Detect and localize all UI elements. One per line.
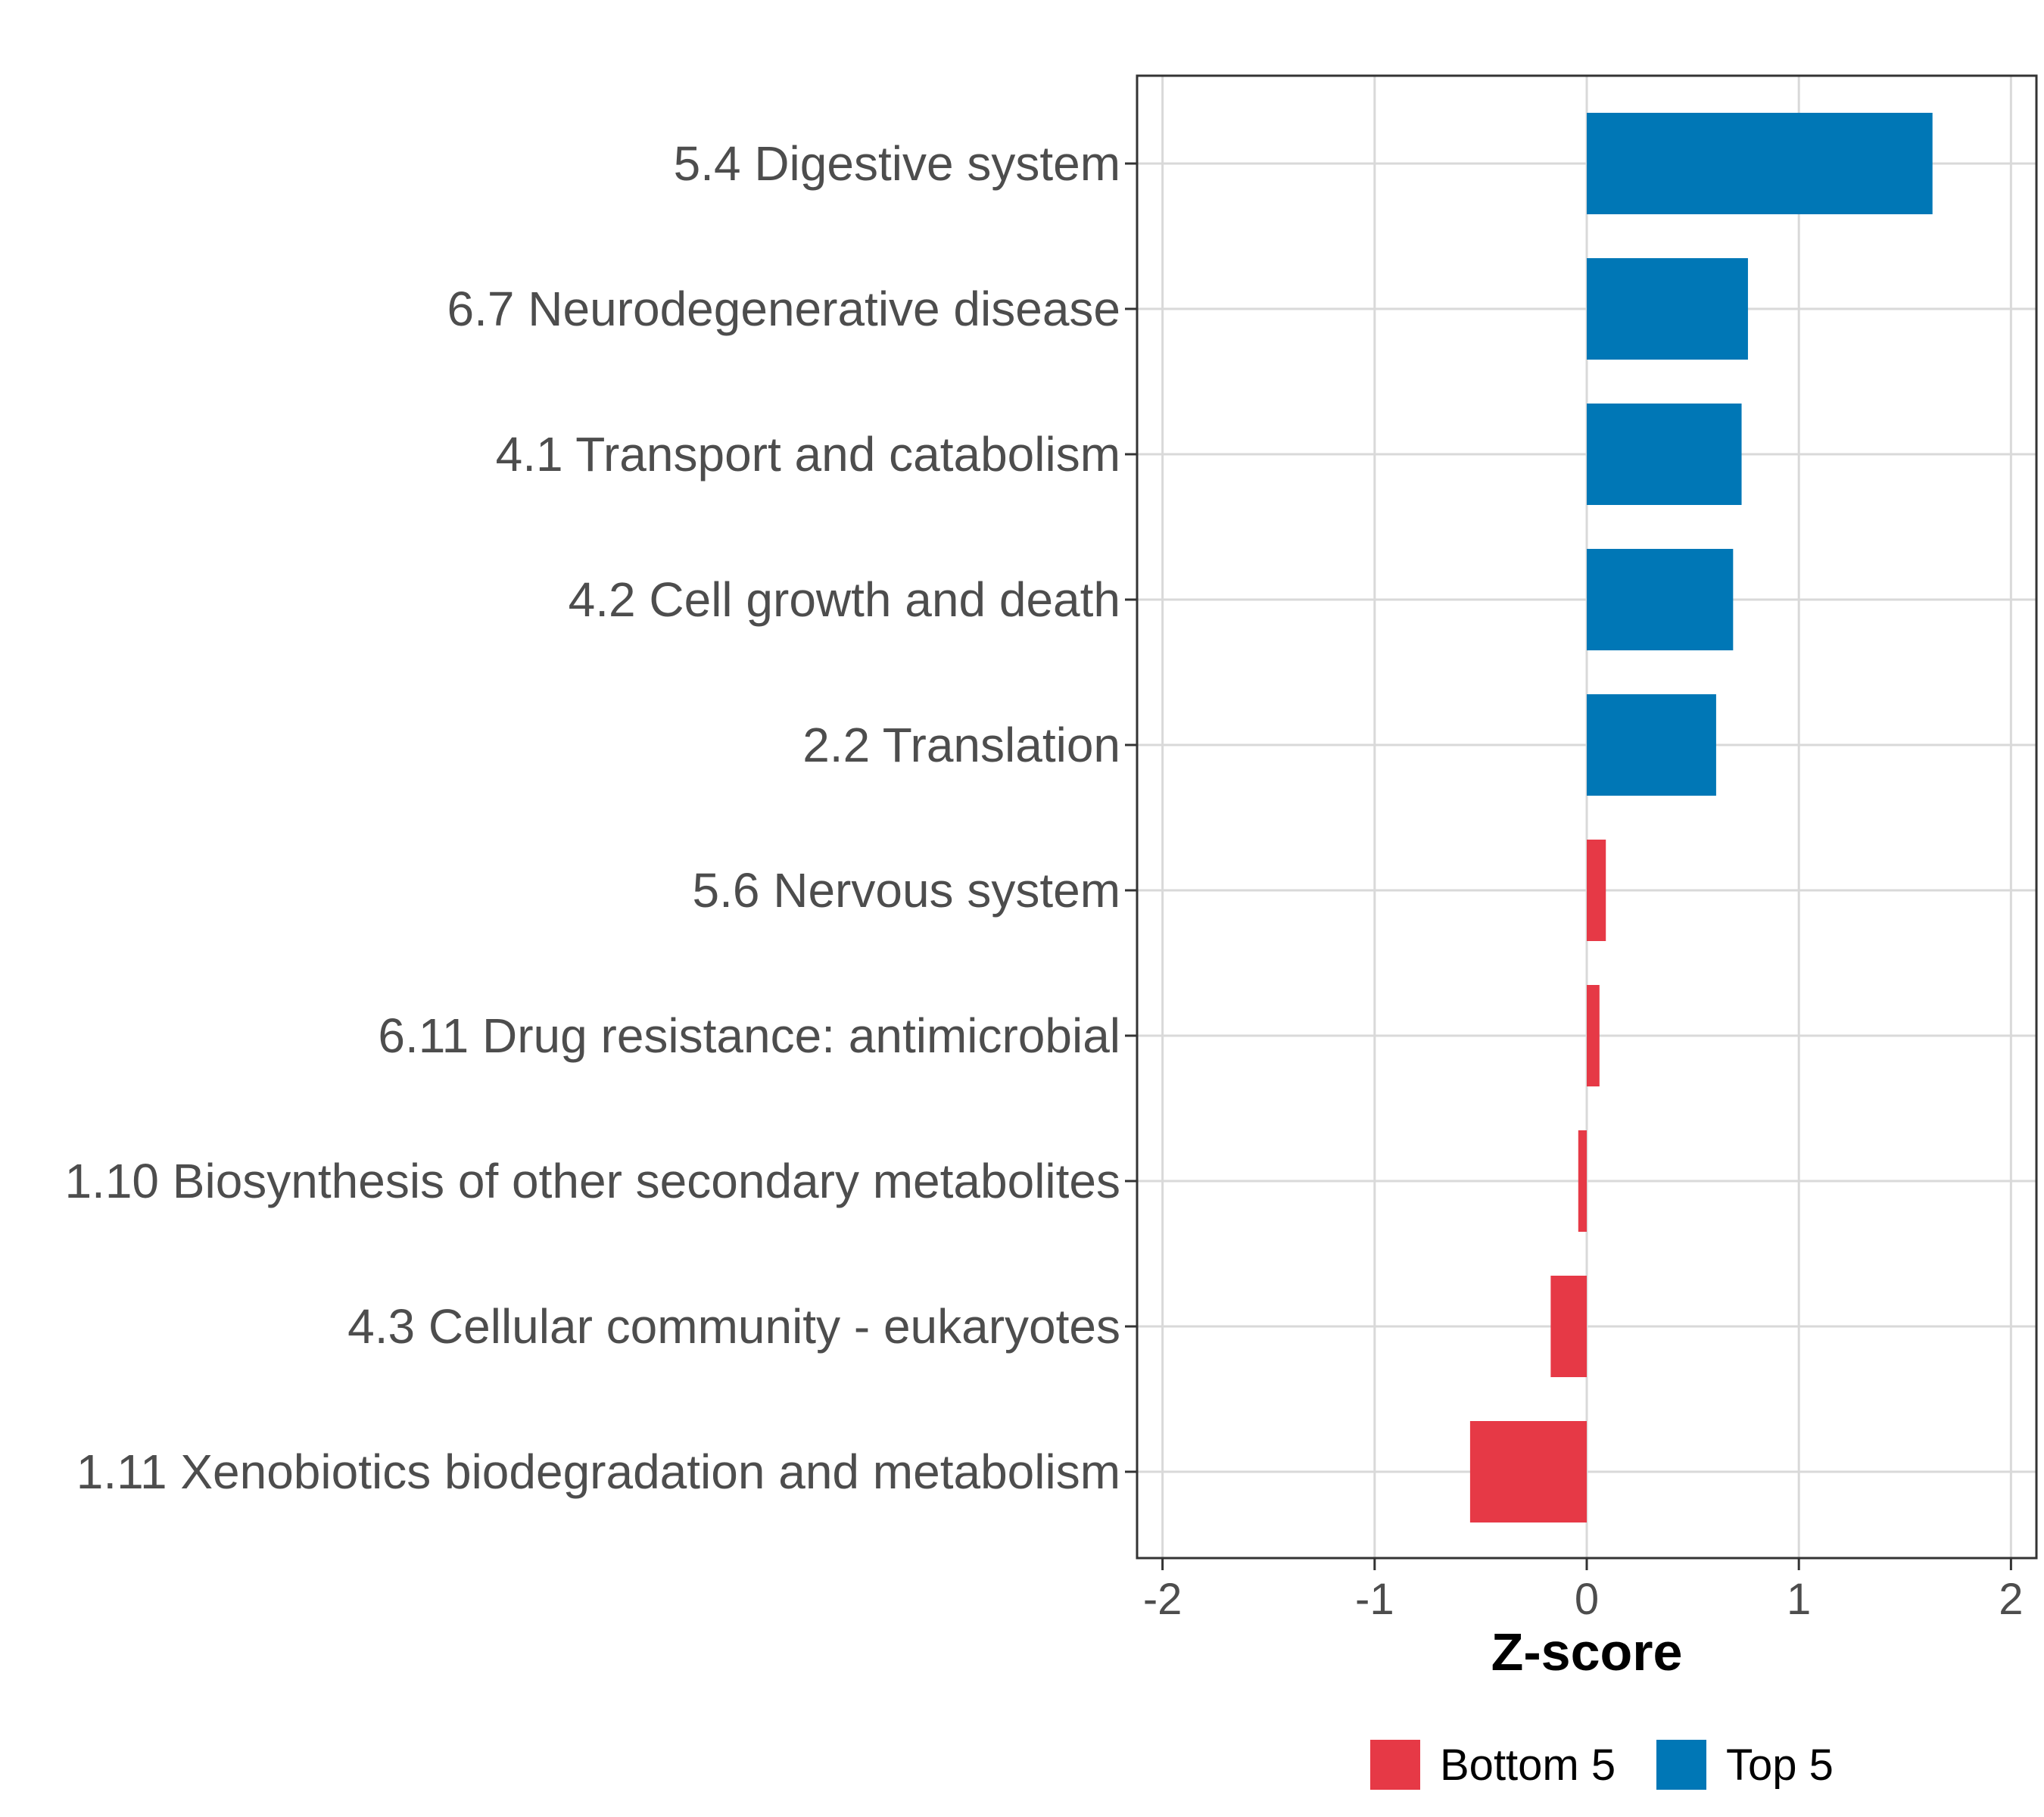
bar xyxy=(1587,840,1606,941)
category-label: 5.6 Nervous system xyxy=(692,863,1120,918)
legend-swatch xyxy=(1370,1740,1420,1790)
legend-swatch xyxy=(1656,1740,1706,1790)
legend: Bottom 5 Top 5 xyxy=(1370,1740,1834,1790)
x-tick-label: 0 xyxy=(1575,1575,1599,1624)
category-label: 6.11 Drug resistance: antimicrobial xyxy=(378,1008,1120,1063)
x-tick-label: 2 xyxy=(1999,1575,2023,1624)
category-label: 4.3 Cellular community - eukaryotes xyxy=(347,1299,1120,1354)
bars xyxy=(1469,113,1933,1522)
x-axis-title: Z-score xyxy=(1491,1622,1683,1681)
legend-label: Top 5 xyxy=(1726,1741,1834,1790)
x-tick-label: -2 xyxy=(1143,1575,1182,1624)
bar xyxy=(1587,549,1734,650)
legend-label: Bottom 5 xyxy=(1440,1741,1616,1790)
bar xyxy=(1550,1276,1587,1377)
x-axis: -2 -1 0 1 2 xyxy=(1143,1558,2024,1624)
category-label: 5.4 Digestive system xyxy=(674,136,1120,191)
category-label: 1.10 Biosynthesis of other secondary met… xyxy=(64,1154,1120,1208)
bar xyxy=(1587,258,1748,360)
bar xyxy=(1587,985,1600,1086)
bar xyxy=(1587,694,1716,796)
bar xyxy=(1578,1130,1587,1232)
bar xyxy=(1587,113,1933,214)
y-axis: 5.4 Digestive system 6.7 Neurodegenerativ… xyxy=(64,136,1137,1499)
x-tick-label: 1 xyxy=(1787,1575,1811,1624)
category-label: 1.11 Xenobiotics biodegradation and meta… xyxy=(76,1445,1120,1499)
category-label: 4.1 Transport and catabolism xyxy=(496,427,1120,482)
x-tick-label: -1 xyxy=(1355,1575,1394,1624)
bar xyxy=(1469,1421,1587,1522)
category-label: 6.7 Neurodegenerative disease xyxy=(447,282,1121,336)
category-label: 2.2 Translation xyxy=(802,718,1120,772)
category-label: 4.2 Cell growth and death xyxy=(569,572,1120,627)
bar xyxy=(1587,404,1742,505)
